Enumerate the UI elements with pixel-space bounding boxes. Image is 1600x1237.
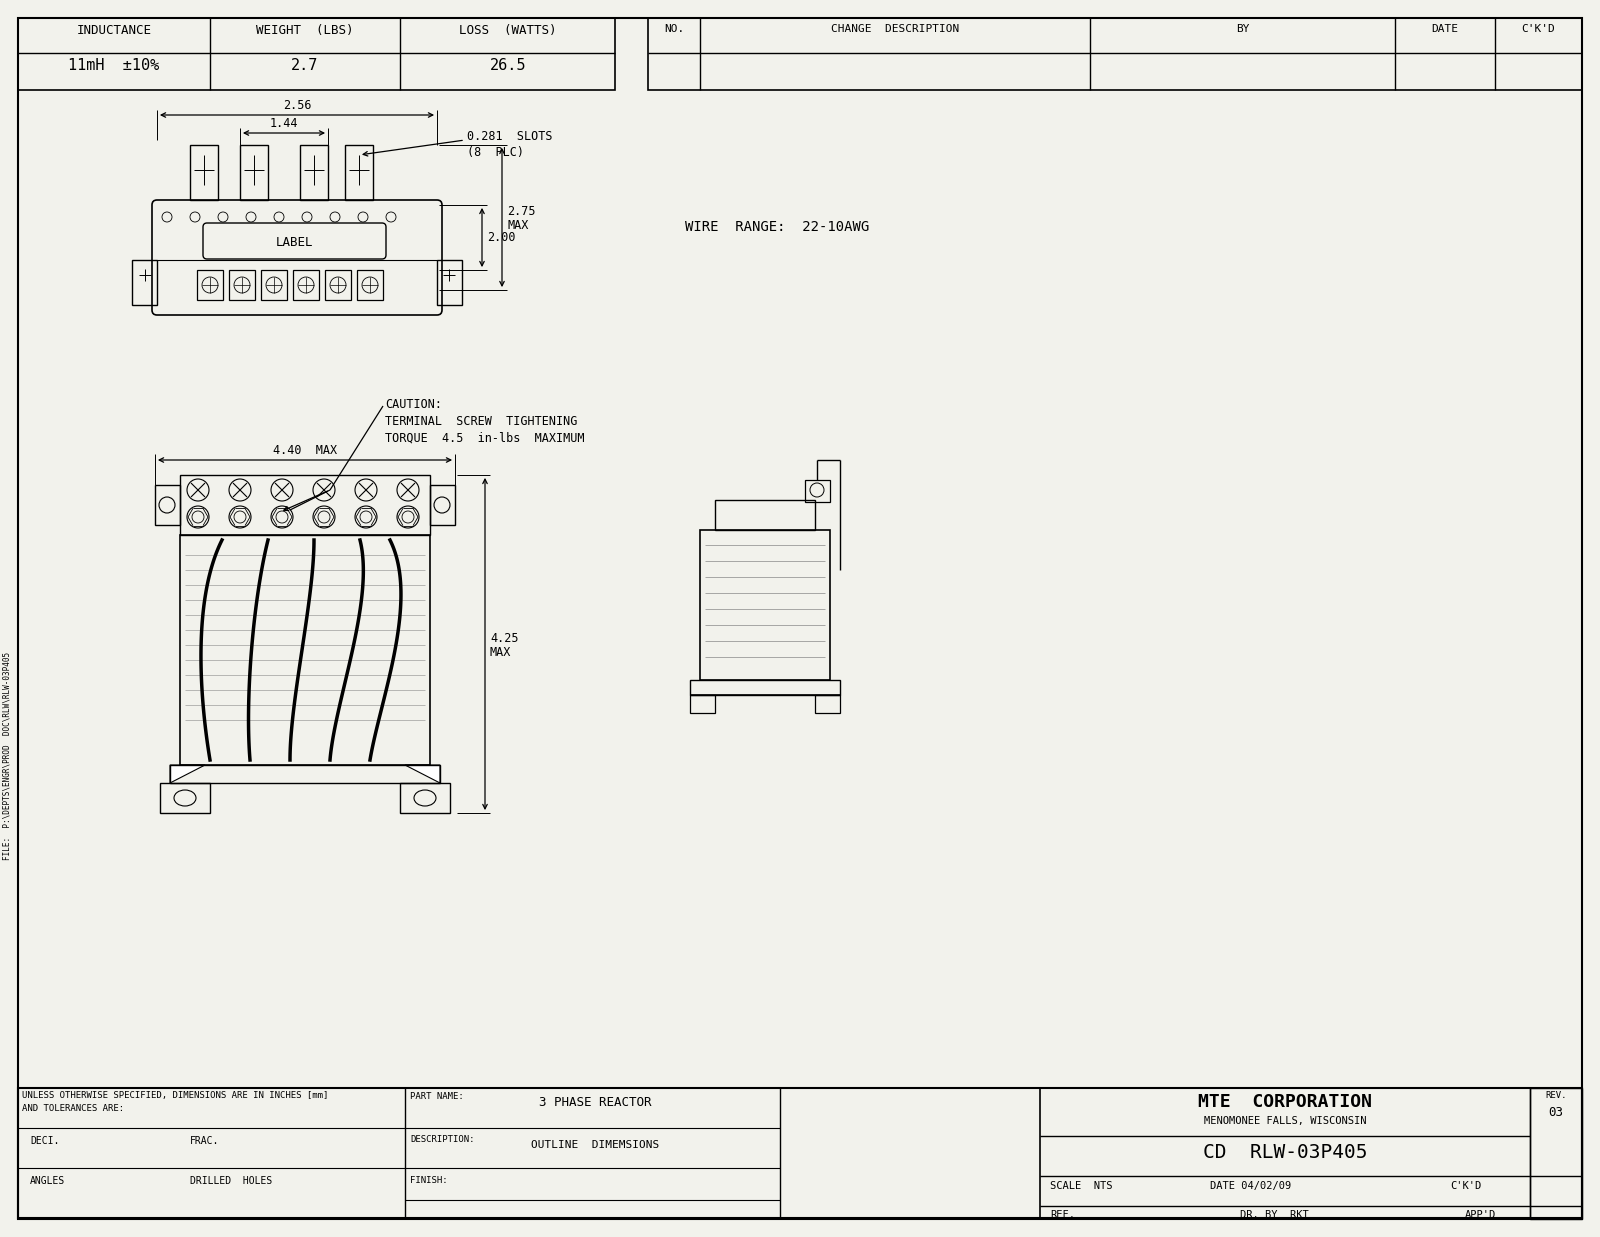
Bar <box>690 695 715 713</box>
Bar <box>357 270 382 301</box>
Bar <box>715 500 814 529</box>
Text: 2.00: 2.00 <box>486 231 515 244</box>
Text: 11mH  ±10%: 11mH ±10% <box>69 58 160 73</box>
Text: MTE  CORPORATION: MTE CORPORATION <box>1198 1094 1373 1111</box>
Text: 2.75: 2.75 <box>507 205 536 218</box>
Text: MENOMONEE FALLS, WISCONSIN: MENOMONEE FALLS, WISCONSIN <box>1203 1116 1366 1126</box>
Bar <box>131 260 157 306</box>
Bar <box>155 485 179 524</box>
Bar <box>400 783 450 813</box>
Bar <box>179 534 430 764</box>
Bar <box>430 485 454 524</box>
Text: WIRE  RANGE:  22-10AWG: WIRE RANGE: 22-10AWG <box>685 220 869 234</box>
Text: 4.25: 4.25 <box>490 632 518 644</box>
Text: 3 PHASE REACTOR: 3 PHASE REACTOR <box>539 1096 651 1110</box>
Text: LOSS  (WATTS): LOSS (WATTS) <box>459 24 557 37</box>
Text: 2.7: 2.7 <box>291 58 318 73</box>
Text: DATE 04/02/09: DATE 04/02/09 <box>1210 1181 1291 1191</box>
Text: 4.40  MAX: 4.40 MAX <box>274 444 338 456</box>
Text: MAX: MAX <box>490 646 512 658</box>
Text: CAUTION:: CAUTION: <box>386 398 442 411</box>
Text: 2.56: 2.56 <box>283 99 312 113</box>
Text: 03: 03 <box>1549 1106 1563 1119</box>
Text: FINISH:: FINISH: <box>410 1176 448 1185</box>
Bar <box>229 270 254 301</box>
Text: DECI.: DECI. <box>30 1136 59 1145</box>
Text: ANGLES: ANGLES <box>30 1176 66 1186</box>
Bar <box>701 529 830 680</box>
Bar <box>346 145 373 200</box>
Text: DATE: DATE <box>1432 24 1459 33</box>
Text: REF.: REF. <box>1050 1210 1075 1220</box>
Text: AND TOLERANCES ARE:: AND TOLERANCES ARE: <box>22 1103 125 1113</box>
Text: TORQUE  4.5  in-lbs  MAXIMUM: TORQUE 4.5 in-lbs MAXIMUM <box>386 432 584 445</box>
Text: INDUCTANCE: INDUCTANCE <box>77 24 152 37</box>
Bar <box>814 695 840 713</box>
Text: DR. BY  RKT: DR. BY RKT <box>1240 1210 1309 1220</box>
Bar <box>240 145 269 200</box>
Bar <box>1530 1089 1582 1218</box>
Text: MAX: MAX <box>507 219 528 233</box>
Bar <box>18 1089 1582 1218</box>
Text: C'K'D: C'K'D <box>1522 24 1555 33</box>
Text: DRILLED  HOLES: DRILLED HOLES <box>190 1176 272 1186</box>
Text: NO.: NO. <box>664 24 685 33</box>
Text: 0.281  SLOTS: 0.281 SLOTS <box>467 130 552 143</box>
Text: 26.5: 26.5 <box>490 58 526 73</box>
Text: PART NAME:: PART NAME: <box>410 1092 464 1101</box>
Bar <box>805 480 830 502</box>
Bar <box>648 19 1582 90</box>
Text: CHANGE  DESCRIPTION: CHANGE DESCRIPTION <box>830 24 958 33</box>
Bar <box>325 270 350 301</box>
Bar <box>293 270 318 301</box>
Bar <box>690 680 840 695</box>
Text: FILE:  P:\DEPTS\ENGR\PROD  DOC\RLW\RLW-03P405: FILE: P:\DEPTS\ENGR\PROD DOC\RLW\RLW-03P… <box>3 652 13 860</box>
Text: CD  RLW-03P405: CD RLW-03P405 <box>1203 1143 1368 1162</box>
Text: APP'D: APP'D <box>1466 1210 1496 1220</box>
Text: 1.44: 1.44 <box>270 118 298 130</box>
Text: FRAC.: FRAC. <box>190 1136 219 1145</box>
Text: WEIGHT  (LBS): WEIGHT (LBS) <box>256 24 354 37</box>
Text: BY: BY <box>1237 24 1250 33</box>
Text: (8  PLC): (8 PLC) <box>467 146 525 160</box>
Text: UNLESS OTHERWISE SPECIFIED, DIMENSIONS ARE IN INCHES [mm]: UNLESS OTHERWISE SPECIFIED, DIMENSIONS A… <box>22 1091 328 1100</box>
Bar <box>179 475 430 534</box>
Bar <box>261 270 286 301</box>
Text: OUTLINE  DIMEMSIONS: OUTLINE DIMEMSIONS <box>531 1141 659 1150</box>
Bar <box>190 145 218 200</box>
Bar <box>301 145 328 200</box>
Text: REV.: REV. <box>1546 1091 1566 1100</box>
Bar <box>18 19 614 90</box>
Text: LABEL: LABEL <box>275 236 314 250</box>
Bar <box>437 260 462 306</box>
Text: C'K'D: C'K'D <box>1450 1181 1482 1191</box>
Bar <box>160 783 210 813</box>
Text: TERMINAL  SCREW  TIGHTENING: TERMINAL SCREW TIGHTENING <box>386 414 578 428</box>
Text: DESCRIPTION:: DESCRIPTION: <box>410 1136 475 1144</box>
Polygon shape <box>170 764 205 783</box>
Bar <box>170 764 440 783</box>
Bar <box>197 270 222 301</box>
Text: SCALE  NTS: SCALE NTS <box>1050 1181 1112 1191</box>
Polygon shape <box>405 764 440 783</box>
